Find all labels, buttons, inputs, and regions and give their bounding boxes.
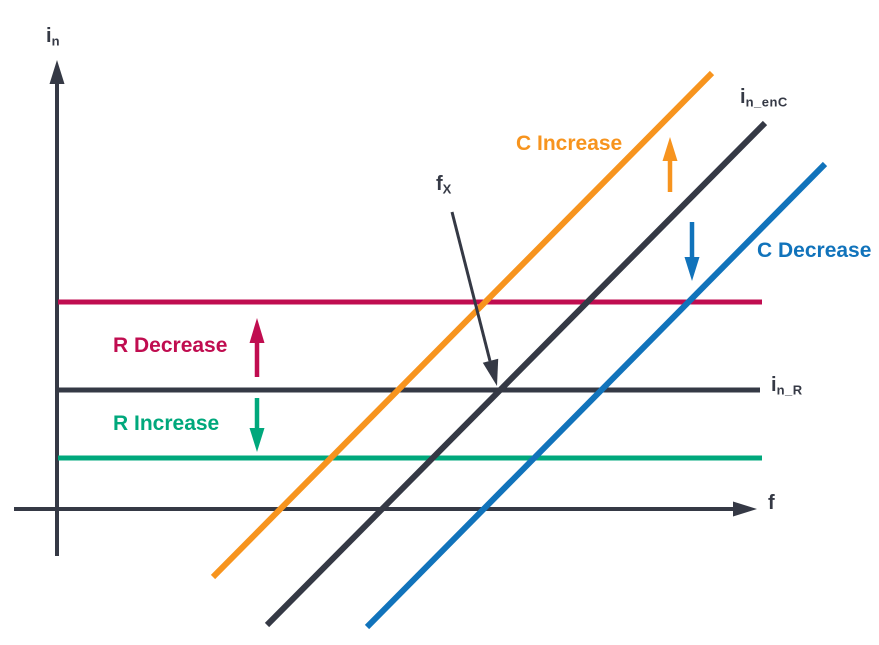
y-axis-label-main: i xyxy=(46,25,52,47)
c-increase-label: C Increase xyxy=(516,132,623,155)
in-r-label-main: i xyxy=(771,374,777,396)
x-axis-label-main: f xyxy=(768,492,775,514)
c-decrease-line xyxy=(364,161,828,630)
c-decrease-label: C Decrease xyxy=(757,239,872,262)
fx-pointer-line xyxy=(450,211,492,362)
in-enc-label-sub: n_enC xyxy=(745,94,788,110)
fx-label: fX xyxy=(436,174,452,196)
fx-label-main: f xyxy=(436,173,443,195)
x-axis-arrowhead-icon xyxy=(733,501,757,517)
in-r-label: in_R xyxy=(771,375,803,397)
y-axis-arrowhead-icon xyxy=(49,60,65,84)
c-increase-line xyxy=(210,70,715,580)
c-decrease-down-arrowhead-icon xyxy=(684,257,700,281)
in-enc-label: in_enC xyxy=(740,87,788,109)
r-decrease-label: R Decrease xyxy=(113,334,228,357)
y-axis-label: in xyxy=(46,26,60,48)
r-increase-down-arrowhead-icon xyxy=(249,428,265,452)
c-increase-up-arrowhead-icon xyxy=(662,137,678,161)
in-r-label-sub: n_R xyxy=(776,382,803,398)
x-axis-label: f xyxy=(768,493,775,515)
in-enc-label-main: i xyxy=(740,86,746,108)
fx-label-sub: X xyxy=(442,181,452,197)
fx-pointer-arrowhead-icon xyxy=(482,358,499,386)
r-decrease-up-arrowhead-icon xyxy=(249,318,265,343)
in-enc-line xyxy=(264,120,768,628)
r-increase-label: R Increase xyxy=(113,412,220,435)
y-axis-label-sub: n xyxy=(51,33,61,49)
